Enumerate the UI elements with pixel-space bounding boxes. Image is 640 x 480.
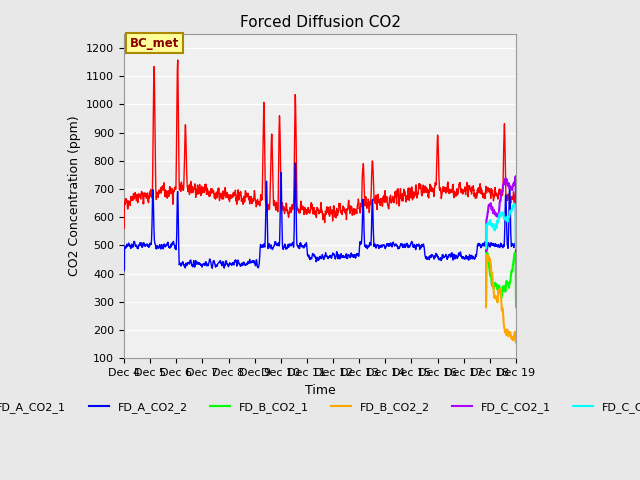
Legend: FD_A_CO2_1, FD_A_CO2_2, FD_B_CO2_1, FD_B_CO2_2, FD_C_CO2_1, FD_C_CO2_2: FD_A_CO2_1, FD_A_CO2_2, FD_B_CO2_1, FD_B… — [0, 398, 640, 418]
X-axis label: Time: Time — [305, 384, 335, 396]
Y-axis label: CO2 Concentration (ppm): CO2 Concentration (ppm) — [68, 116, 81, 276]
Title: Forced Diffusion CO2: Forced Diffusion CO2 — [239, 15, 401, 30]
Text: BC_met: BC_met — [130, 37, 179, 50]
